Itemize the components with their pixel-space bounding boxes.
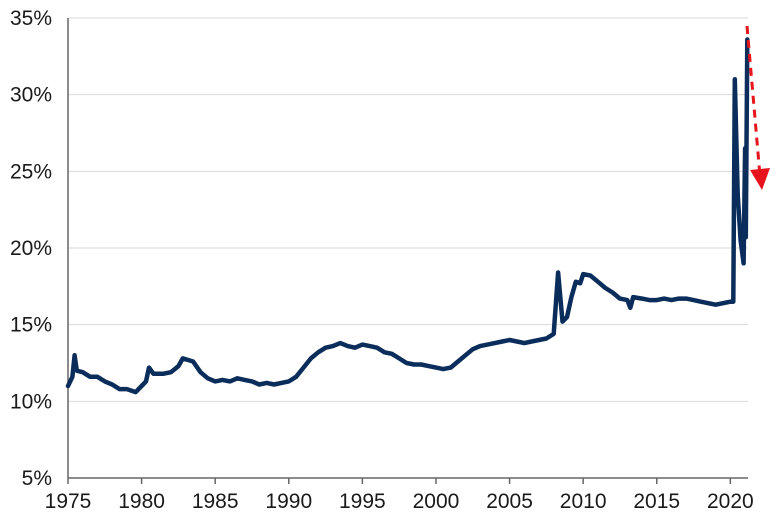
series-line-0	[65, 37, 750, 395]
x-tick-label: 2000	[413, 490, 460, 513]
y-tick-label: 15%	[10, 314, 52, 337]
arrowhead-icon	[750, 168, 770, 190]
x-tick-label: 1995	[339, 490, 386, 513]
y-tick-label: 35%	[10, 7, 52, 30]
y-tick-label: 5%	[22, 467, 52, 490]
x-tick-label: 2010	[560, 490, 607, 513]
x-tick-label: 2015	[633, 490, 680, 513]
x-tick-label: 2005	[486, 490, 533, 513]
x-tick-label: 1975	[45, 490, 92, 513]
gridlines	[68, 17, 748, 402]
x-tick-labels: 1975 1980 1985 1990 1995 2000 2005 2010 2015 2020	[45, 490, 754, 513]
x-tick-label: 1985	[192, 490, 239, 513]
downward-arrow-annotation	[745, 25, 765, 181]
y-tick-label: 30%	[10, 84, 52, 107]
y-tick-labels: 5% 10% 15% 20% 25% 30% 35%	[10, 7, 52, 490]
y-tick-label: 10%	[10, 390, 52, 413]
series-layer	[65, 37, 750, 395]
annotation-layer	[745, 25, 770, 190]
y-tick-label: 20%	[10, 237, 52, 260]
x-tick-label: 2020	[707, 490, 754, 513]
x-tick-label: 1980	[118, 490, 165, 513]
x-tick-label: 1990	[265, 490, 312, 513]
y-tick-label: 25%	[10, 160, 52, 183]
axes	[67, 18, 748, 484]
